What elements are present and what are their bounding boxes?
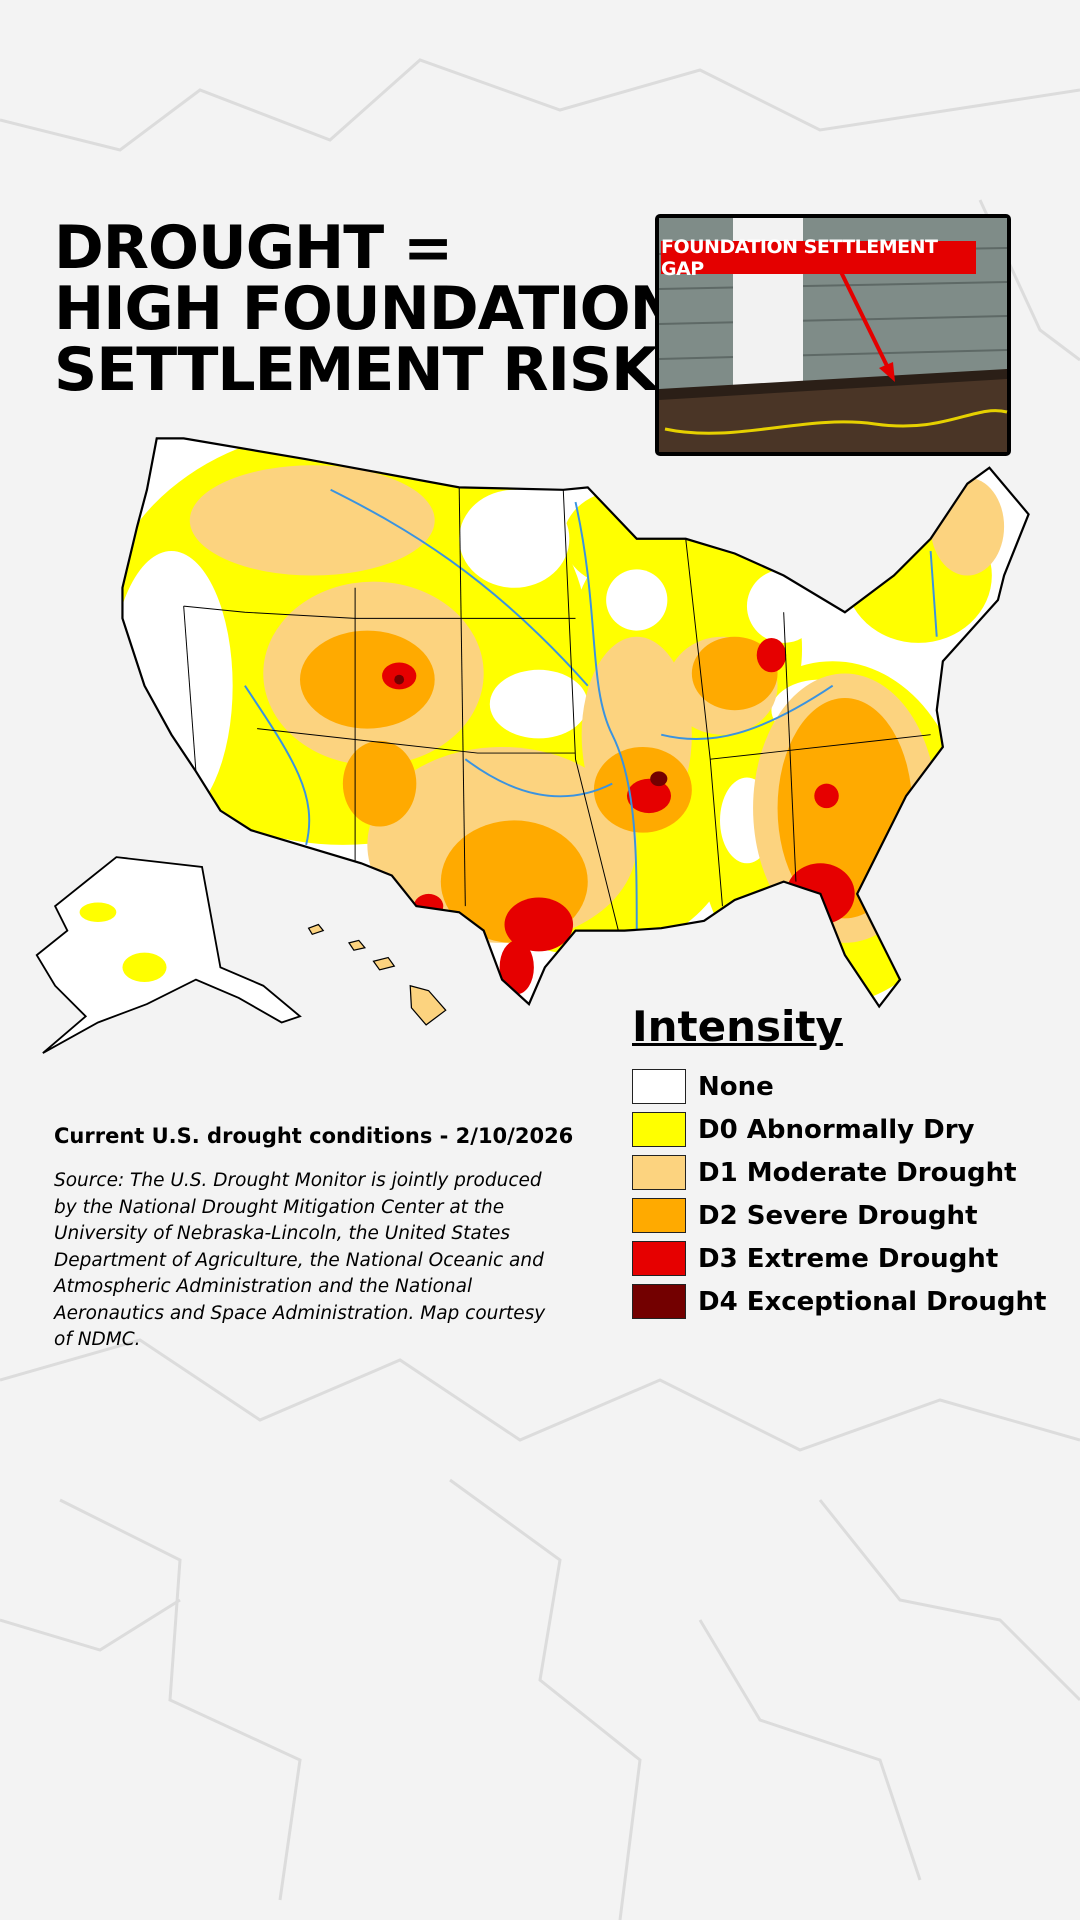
- drought-blobs: [122, 438, 1005, 1005]
- legend-item: None: [632, 1065, 1046, 1108]
- drought-area: [489, 669, 588, 739]
- crack: [818, 1499, 1080, 1702]
- river: [929, 550, 938, 637]
- island: [307, 923, 325, 936]
- state-border: [183, 606, 197, 772]
- legend-item: D2 Severe Drought: [632, 1194, 1046, 1237]
- legend-label: D3 Extreme Drought: [698, 1243, 999, 1274]
- alaska-d0: [122, 952, 167, 983]
- state-border: [257, 728, 576, 754]
- river: [660, 684, 834, 741]
- state-border: [783, 612, 797, 882]
- inset-photo: [655, 214, 1011, 456]
- siding-line: [658, 349, 1008, 360]
- state-border: [458, 487, 466, 907]
- siding-line: [658, 315, 1008, 325]
- legend-swatch: [632, 1069, 686, 1104]
- crack: [0, 1598, 181, 1652]
- state-borders: [183, 487, 931, 931]
- river: [244, 685, 311, 846]
- drought-area: [189, 465, 435, 576]
- legend-swatch: [632, 1112, 686, 1147]
- headline-line: SETTLEMENT RISK: [54, 335, 658, 405]
- map-caption: Current U.S. drought conditions - 2/10/2…: [54, 1124, 574, 1148]
- drought-area: [499, 940, 534, 995]
- drought-area: [930, 477, 1005, 576]
- drought-areas: [122, 438, 1005, 1005]
- drought-area: [756, 637, 787, 673]
- drought-area: [746, 569, 821, 643]
- drought-area: [504, 897, 574, 952]
- alaska: [35, 856, 302, 1054]
- river: [574, 501, 638, 931]
- legend-swatch: [632, 1284, 686, 1319]
- river: [464, 758, 613, 798]
- drought-area: [300, 630, 435, 729]
- legend-label: D1 Moderate Drought: [698, 1157, 1017, 1188]
- island: [372, 956, 396, 971]
- crack: [449, 1478, 642, 1920]
- arrow-shaft: [839, 271, 891, 371]
- crack: [0, 58, 1080, 152]
- river: [330, 488, 589, 687]
- legend-label: D4 Exceptional Drought: [698, 1286, 1047, 1317]
- crack: [59, 1498, 302, 1901]
- legend-items: None D0 Abnormally Dry D1 Moderate Drought…: [632, 1065, 1046, 1323]
- state-border: [183, 605, 576, 619]
- drought-area: [691, 636, 778, 711]
- siding-line: [658, 281, 1008, 290]
- drought-map: [35, 437, 1030, 1054]
- drought-area: [650, 771, 668, 787]
- drought-area: [394, 674, 405, 685]
- crack: [698, 1619, 922, 1881]
- legend-item: D4 Exceptional Drought: [632, 1280, 1046, 1323]
- headline-line: DROUGHT =: [54, 213, 453, 283]
- legend-swatch: [632, 1198, 686, 1233]
- island: [347, 939, 367, 951]
- headline: DROUGHT = HIGH FOUNDATION SETTLEMENT RIS…: [54, 213, 680, 405]
- legend-swatch: [632, 1155, 686, 1190]
- rivers: [244, 488, 938, 931]
- alaska-d0: [79, 902, 117, 923]
- legend-item: D1 Moderate Drought: [632, 1151, 1046, 1194]
- headline-line: HIGH FOUNDATION: [54, 274, 680, 344]
- legend-item: D0 Abnormally Dry: [632, 1108, 1046, 1151]
- cracks: [0, 58, 1080, 1920]
- drought-area: [122, 551, 233, 821]
- arrow-head: [879, 362, 895, 382]
- hawaii: [307, 923, 447, 1026]
- drought-area: [814, 783, 839, 809]
- d4-areas: [394, 674, 668, 787]
- legend-label: None: [698, 1071, 774, 1102]
- legend-title: Intensity: [632, 1002, 843, 1051]
- drought-area: [626, 778, 672, 814]
- drought-area: [459, 489, 570, 588]
- cable: [664, 409, 1008, 435]
- island: [409, 984, 447, 1026]
- state-border: [710, 734, 931, 760]
- legend-label: D0 Abnormally Dry: [698, 1114, 975, 1145]
- state-border: [562, 489, 619, 931]
- legend-label: D2 Severe Drought: [698, 1200, 978, 1231]
- legend: Intensity None D0 Abnormally Dry D1 Modera…: [632, 1002, 1046, 1323]
- alaska-hawaii: [35, 856, 447, 1054]
- drought-area: [342, 740, 417, 827]
- drought-area: [606, 569, 668, 631]
- source-note: Source: The U.S. Drought Monitor is join…: [54, 1170, 546, 1350]
- crack: [0, 1338, 1080, 1452]
- legend-swatch: [632, 1241, 686, 1276]
- legend-item: D3 Extreme Drought: [632, 1237, 1046, 1280]
- settlement-gap: [659, 369, 1007, 400]
